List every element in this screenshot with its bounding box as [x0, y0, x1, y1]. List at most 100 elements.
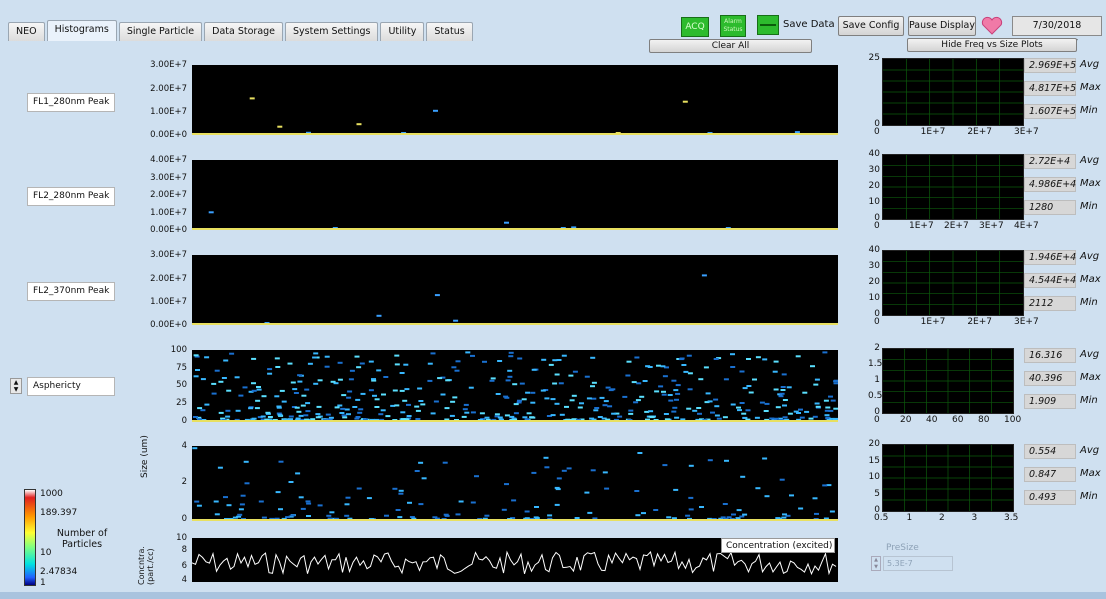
- side-xtick: 2E+7: [944, 221, 969, 231]
- tab-utility[interactable]: Utility: [380, 22, 425, 41]
- heatmap-cell: [798, 507, 804, 510]
- heatmap-cell: [547, 517, 553, 520]
- heatmap-cell: [290, 381, 296, 384]
- asphericity-selector[interactable]: ▲ ▼ Asphericty: [10, 377, 115, 396]
- heatmap-cell: [540, 389, 546, 392]
- side-xtick: 20: [900, 415, 912, 425]
- heatmap-cells: [192, 97, 838, 135]
- heatmap-cell: [504, 414, 510, 417]
- tab-data-storage[interactable]: Data Storage: [204, 22, 284, 41]
- heatmap-cell: [726, 516, 732, 519]
- ytick: 2.00E+7: [150, 84, 187, 94]
- save-config-button[interactable]: Save Config: [838, 16, 904, 36]
- heatmap-cell: [634, 356, 640, 359]
- freq-vs-size-plot: [882, 250, 1024, 316]
- heatmap-cell: [554, 503, 560, 506]
- baseline-band: [192, 133, 838, 135]
- heatmap-cell: [786, 386, 792, 389]
- heatmap-cell: [511, 417, 517, 420]
- side-ytick: 0: [874, 505, 880, 515]
- presize-stepper-icon[interactable]: ▲ ▼: [871, 556, 881, 571]
- heatmap-cell: [644, 410, 650, 413]
- heatmap-cell: [409, 516, 415, 518]
- heatmap-cell: [204, 356, 210, 359]
- heatmap-cell: [384, 514, 389, 517]
- presize-value[interactable]: 5.3E-7: [883, 556, 953, 571]
- heatmap-cell: [550, 398, 556, 401]
- stat-avg-value: 1.946E+4: [1024, 250, 1076, 265]
- heatmap-cell: [602, 471, 608, 474]
- heatmap-cell: [267, 418, 273, 421]
- heatmap-cell: [773, 360, 779, 363]
- side-xtick: 0: [874, 415, 880, 425]
- heatmap-cell: [614, 412, 620, 415]
- save-data-toggle[interactable]: [757, 15, 779, 35]
- heatmap-cell: [687, 372, 693, 375]
- side-ytick: 0.5: [868, 391, 883, 401]
- heatmap-cell: [736, 406, 741, 409]
- heatmap-cell: [675, 392, 681, 395]
- tab-status[interactable]: Status: [426, 22, 473, 41]
- ytick: 100: [170, 345, 187, 355]
- hide-freq-size-button[interactable]: Hide Freq vs Size Plots: [907, 38, 1077, 52]
- heatmap-cell: [442, 461, 448, 464]
- clear-all-button[interactable]: Clear All: [649, 39, 812, 53]
- heatmap-cell: [337, 404, 343, 407]
- side-ytick: 5: [874, 488, 880, 499]
- ytick: 3.00E+7: [150, 173, 187, 183]
- heatmap-cell: [194, 500, 200, 503]
- side-xtick: 1: [906, 513, 913, 523]
- heatmap-cell: [673, 488, 679, 491]
- heatmap-cell: [304, 418, 310, 421]
- ytick: 2.00E+7: [150, 274, 187, 284]
- heatmap-cell: [782, 416, 788, 419]
- tab-histograms[interactable]: Histograms: [46, 20, 117, 41]
- heatmap-cell: [455, 360, 461, 363]
- heatmap-cell: [825, 406, 831, 409]
- selector-stepper-icon[interactable]: ▲ ▼: [10, 378, 22, 394]
- presize-control[interactable]: ▲ ▼ 5.3E-7: [871, 556, 953, 571]
- heatmap-cell: [376, 314, 382, 317]
- heatmap-cell: [221, 377, 227, 379]
- heatmap-cell: [385, 415, 391, 418]
- heatmap-cell: [688, 496, 694, 499]
- heatmap-cell: [556, 477, 562, 480]
- heatmap-cell: [433, 400, 439, 403]
- tab-system-settings[interactable]: System Settings: [285, 22, 379, 41]
- heatmap-cell: [824, 409, 830, 412]
- heatmap-cell: [789, 494, 794, 497]
- heatmap-cell: [739, 370, 745, 373]
- tab-single-particle[interactable]: Single Particle: [118, 22, 203, 41]
- baseline-band: [192, 519, 838, 521]
- channel-label-fl1-280: FL1_280nm Peak: [27, 93, 115, 112]
- heatmap-cell: [347, 390, 353, 393]
- heatmap-cell: [277, 413, 283, 416]
- colorbar-tick: 1000: [40, 489, 63, 499]
- heatmap-cell: [591, 397, 597, 400]
- heatmap-cell: [594, 407, 600, 409]
- tab-neo[interactable]: NEO: [8, 22, 45, 41]
- heatmap-cell: [374, 398, 380, 401]
- heatmap-cell: [572, 370, 578, 373]
- heatmap-cell: [465, 351, 471, 354]
- heatmap-cell: [298, 496, 304, 499]
- heatmap-cell: [707, 459, 713, 462]
- heatmap-cell: [685, 514, 691, 517]
- pause-display-button[interactable]: Pause Display: [908, 16, 976, 36]
- heatmap-cell: [238, 508, 244, 511]
- side-ytick: 0: [874, 309, 880, 319]
- heatmap-cell: [498, 418, 504, 421]
- heatmap-cell: [815, 405, 821, 408]
- heatmap-cell: [769, 417, 775, 420]
- save-data-label: Save Data: [783, 19, 835, 30]
- heatmap-cell: [305, 402, 311, 405]
- heatmap-cell: [243, 460, 249, 463]
- heatmap-cell: [449, 414, 455, 417]
- heatmap-cell: [662, 464, 668, 467]
- heatmap-cell: [641, 512, 646, 515]
- heatmap-cell: [829, 510, 835, 513]
- heatmap-cell: [235, 409, 241, 412]
- concentration-axis-label: Concntra. (part./cc): [137, 546, 155, 585]
- stat-min-value: 1.909: [1024, 394, 1076, 409]
- heatmap-cell: [256, 388, 262, 391]
